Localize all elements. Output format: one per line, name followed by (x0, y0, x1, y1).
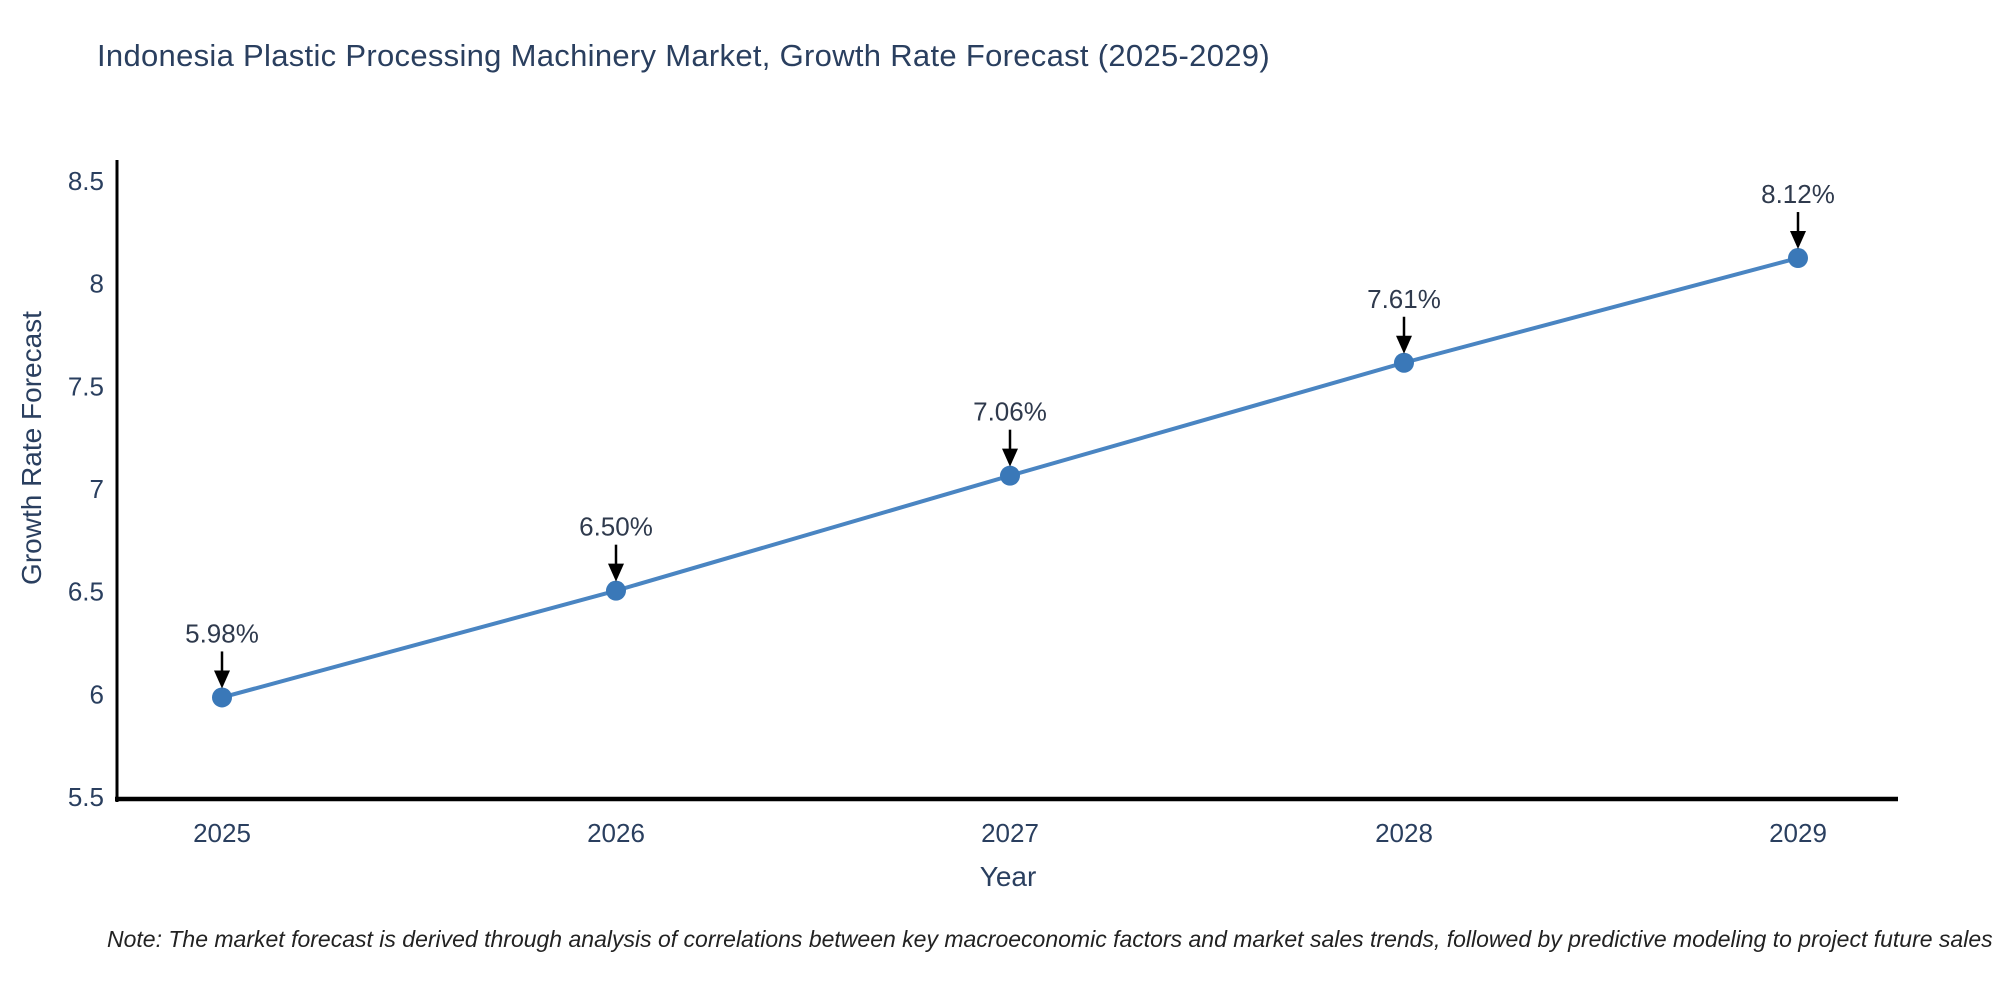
x-tick-label: 2028 (1375, 818, 1433, 848)
annotation-arrowhead (1790, 231, 1806, 250)
x-tick-label: 2027 (981, 818, 1039, 848)
y-tick-label: 7 (90, 474, 104, 504)
annotation-arrowhead (1396, 335, 1412, 354)
footnote: Note: The market forecast is derived thr… (107, 926, 1993, 952)
x-tick-label: 2026 (587, 818, 645, 848)
point-annotation: 8.12% (1761, 179, 1835, 209)
data-point-marker (606, 580, 626, 601)
data-point-marker (1788, 248, 1808, 269)
y-tick-label: 7.5 (68, 371, 104, 401)
x-tick-label: 2025 (193, 818, 251, 848)
data-point-marker (1394, 352, 1414, 373)
annotation-arrowhead (214, 670, 230, 689)
point-annotation: 7.61% (1367, 284, 1441, 314)
y-tick-label: 6 (90, 679, 104, 709)
y-tick-label: 5.5 (68, 782, 104, 812)
x-axis-title: Year (979, 861, 1037, 892)
point-annotation: 5.98% (185, 618, 259, 648)
annotation-arrowhead (608, 563, 624, 582)
point-annotation: 6.50% (579, 512, 653, 542)
y-tick-label: 6.5 (68, 577, 104, 607)
y-tick-label: 8.5 (68, 166, 104, 196)
data-point-marker (1000, 465, 1020, 486)
chart-title: Indonesia Plastic Processing Machinery M… (97, 38, 1270, 73)
x-tick-label: 2029 (1769, 818, 1827, 848)
point-annotation: 7.06% (973, 397, 1047, 427)
y-tick-label: 8 (90, 269, 104, 299)
data-point-marker (212, 687, 232, 708)
annotation-arrowhead (1002, 448, 1018, 467)
